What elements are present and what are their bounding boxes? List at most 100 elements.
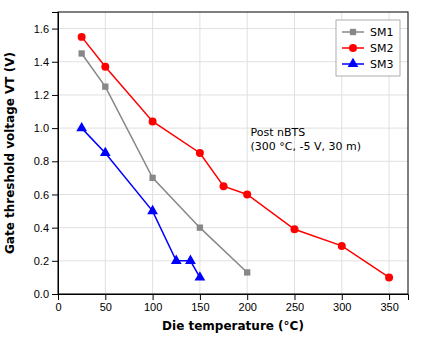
grid-line-x — [294, 12, 295, 294]
grid — [58, 12, 408, 294]
point — [100, 147, 111, 156]
tick-label: 0.0 — [34, 288, 49, 300]
legend-label: SM3 — [370, 58, 393, 71]
point — [244, 269, 250, 275]
point — [197, 224, 203, 230]
point — [195, 271, 206, 280]
tick: 0.2 — [34, 255, 58, 267]
x-axis: 0 50 100 150 200 250 300 350 — [55, 294, 408, 313]
point — [147, 205, 158, 214]
tick-label: 0.4 — [34, 222, 49, 234]
tick-mark — [389, 294, 390, 300]
tick: 0.0 — [34, 288, 58, 300]
tick: 150 — [191, 294, 209, 313]
legend-item: SM2 — [342, 42, 393, 55]
grid-line-y — [58, 128, 408, 129]
tick: 0.8 — [34, 155, 58, 167]
chart: 0 50 100 150 200 250 300 350 0.0 0.2 0.4 0.6 0.8 1.0 1… — [0, 0, 422, 338]
tick-mark — [200, 294, 201, 300]
tick-label: 0.2 — [34, 255, 49, 267]
grid-line-y — [58, 161, 408, 162]
annotation: Post nBTS — [251, 126, 306, 139]
tick-label: 50 — [100, 301, 112, 313]
point — [149, 117, 157, 125]
tick-mark — [52, 161, 58, 162]
grid-line-x — [152, 12, 153, 294]
tick-label: 350 — [380, 301, 398, 313]
y-axis: 0.0 0.2 0.4 0.6 0.8 1.0 1.2 1.4 1.6 — [34, 13, 59, 301]
grid-line-y — [58, 227, 408, 228]
tick-mark — [247, 294, 248, 300]
series-line — [82, 53, 248, 272]
tick-label: 1.6 — [34, 23, 49, 35]
point — [385, 273, 393, 281]
point — [78, 50, 84, 56]
series-line — [82, 128, 200, 277]
tick-label: 300 — [333, 301, 351, 313]
plot: 0 50 100 150 200 250 300 350 0.0 0.2 0.4 0.6 0.8 1.0 1… — [34, 12, 409, 313]
tick-mark — [52, 128, 58, 129]
tick-mark — [52, 294, 58, 295]
point — [220, 182, 228, 190]
tick: 250 — [286, 294, 304, 313]
legend-marker — [349, 44, 357, 52]
legend-marker — [348, 58, 359, 67]
tick-mark — [153, 294, 154, 300]
tick-mark — [342, 294, 343, 300]
tick-mark — [52, 29, 58, 30]
tick-label: 200 — [239, 301, 257, 313]
point — [196, 149, 204, 157]
legend-marker — [350, 29, 356, 35]
tick: 1.2 — [34, 89, 58, 101]
legend: SM1 SM2 SM3 — [336, 20, 400, 76]
point — [185, 255, 196, 264]
y-axis-title: Gate threshold voltage VT (V) — [3, 52, 17, 254]
tick-mark — [105, 294, 106, 300]
legend-label: SM1 — [370, 26, 393, 39]
point — [171, 255, 182, 264]
legend-item: SM1 — [342, 26, 393, 39]
point — [243, 190, 251, 198]
grid-line-y — [58, 194, 408, 195]
tick-label: 1.4 — [34, 56, 49, 68]
tick-label: 0.8 — [34, 155, 49, 167]
point — [76, 122, 87, 131]
tick: 1.6 — [34, 23, 58, 35]
point — [290, 225, 298, 233]
tick-label: 1.0 — [34, 122, 49, 134]
grid-line-x — [247, 12, 248, 294]
tick: 0.4 — [34, 222, 58, 234]
tick-label: 100 — [144, 301, 162, 313]
point — [149, 175, 155, 181]
tick: 100 — [144, 294, 162, 313]
tick-label: 150 — [191, 301, 209, 313]
tick-mark — [52, 62, 58, 63]
tick-label: 250 — [286, 301, 304, 313]
point — [78, 33, 86, 41]
legend-item: SM3 — [342, 58, 393, 71]
tick: 1.0 — [34, 122, 58, 134]
point — [101, 63, 109, 71]
legend-box — [336, 20, 400, 76]
point — [338, 242, 346, 250]
tick: 0 — [55, 294, 61, 313]
point — [102, 83, 108, 89]
x-axis-title: Die temperature (°C) — [162, 319, 304, 333]
axis-line — [52, 13, 59, 295]
tick: 300 — [333, 294, 351, 313]
tick-mark — [52, 261, 58, 262]
tick-label: 1.2 — [34, 89, 49, 101]
tick: 50 — [100, 294, 112, 313]
annotation: (300 °C, -5 V, 30 m) — [251, 140, 361, 153]
tick: 350 — [380, 294, 398, 313]
tick-mark — [52, 95, 58, 96]
grid-line-y — [58, 260, 408, 261]
tick-label: 0.6 — [34, 188, 49, 200]
tick-mark — [52, 194, 58, 195]
tick-mark — [294, 294, 295, 300]
plot-frame — [58, 12, 408, 294]
legend-label: SM2 — [370, 42, 393, 55]
axis-line — [59, 295, 409, 301]
tick: 0.6 — [34, 188, 58, 200]
tick: 200 — [239, 294, 257, 313]
